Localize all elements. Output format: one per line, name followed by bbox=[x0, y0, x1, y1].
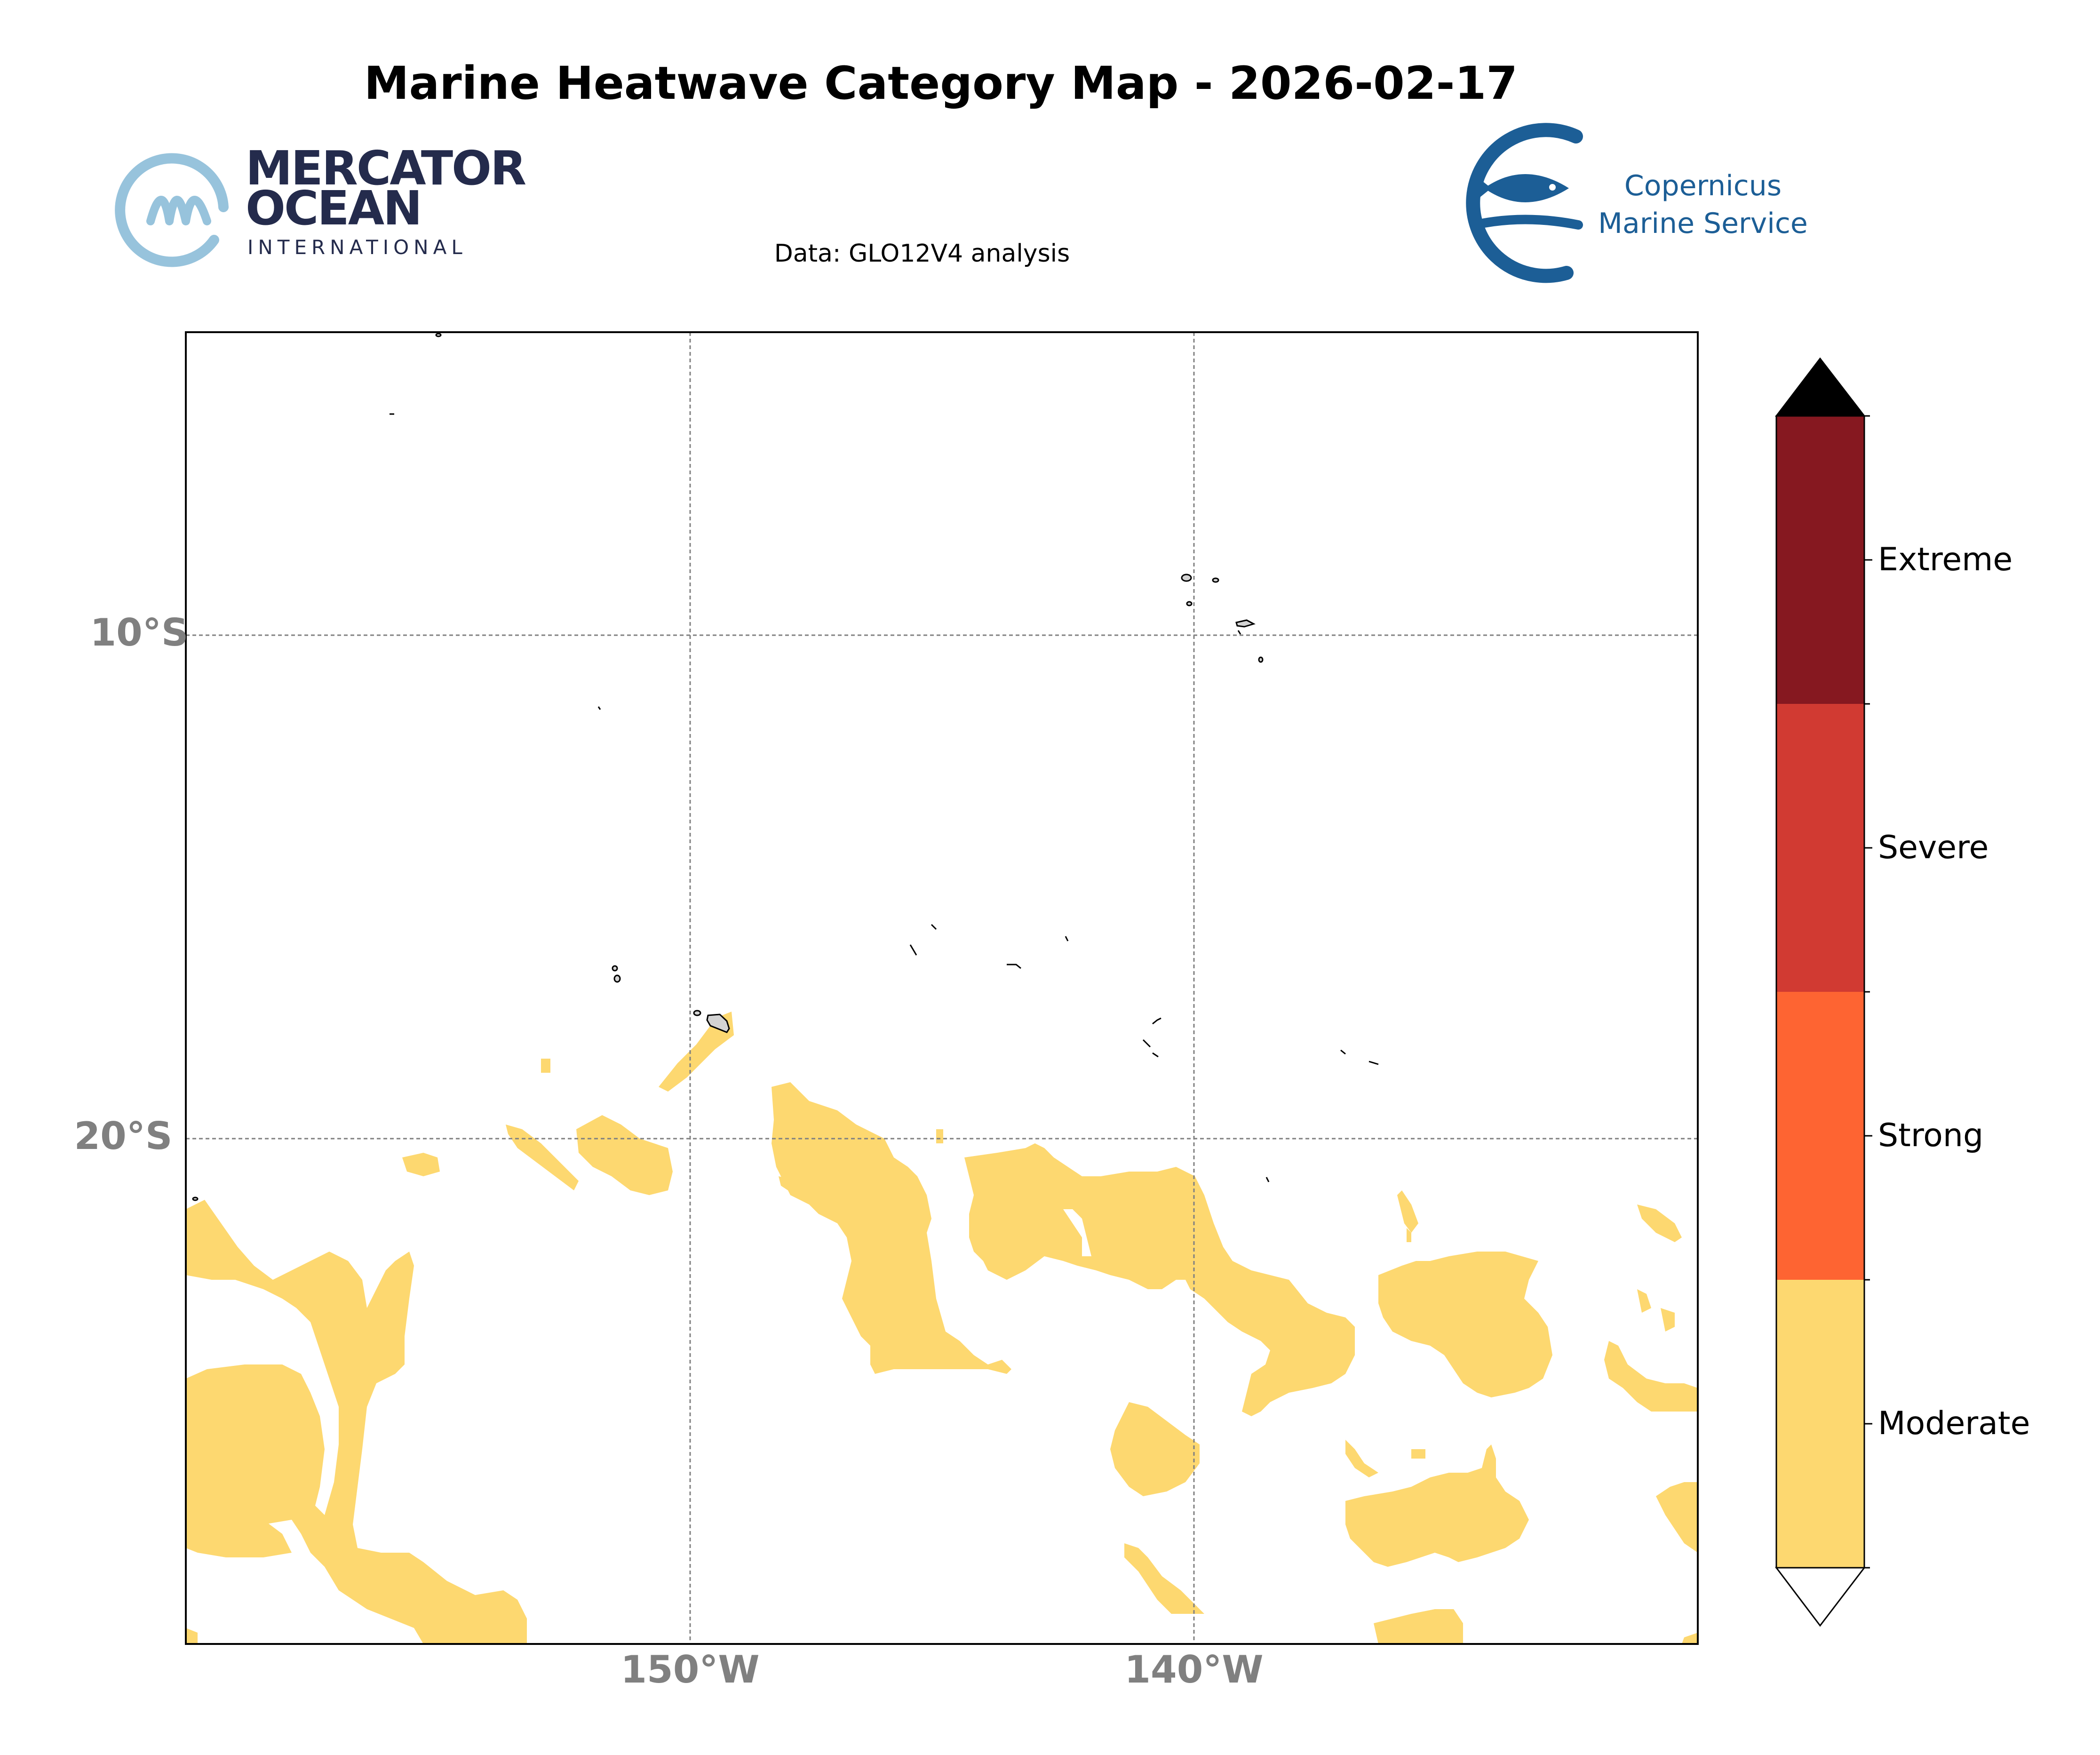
heatwave-patch bbox=[1378, 1252, 1552, 1397]
colorbar-label-strong: Strong bbox=[1878, 1117, 1983, 1154]
colorbar-moderate bbox=[1776, 1280, 1864, 1568]
copernicus-line1: Copernicus bbox=[1624, 169, 1782, 202]
mercator-line3: INTERNATIONAL bbox=[247, 236, 467, 259]
heatwave-patch bbox=[964, 1143, 1355, 1416]
island bbox=[1152, 1052, 1159, 1058]
figure-title: Marine Heatwave Category Map - 2026-02-1… bbox=[364, 57, 1518, 110]
lat-label-20s: 20°S bbox=[74, 1114, 173, 1158]
heatwave-patch bbox=[1345, 1440, 1378, 1477]
island bbox=[1258, 656, 1264, 663]
heatwave-patch bbox=[1397, 1190, 1418, 1233]
island bbox=[1212, 577, 1219, 583]
lon-label-140w: 140°W bbox=[1124, 1648, 1263, 1691]
heatwave-patch bbox=[1110, 1402, 1200, 1496]
colorbar-ticks bbox=[1864, 415, 1872, 1569]
island bbox=[693, 1010, 701, 1016]
heatwave-patch bbox=[772, 1082, 1011, 1374]
map-background bbox=[186, 332, 1698, 1644]
colorbar-extreme bbox=[1776, 416, 1864, 704]
island bbox=[597, 706, 601, 710]
heatwave-patch bbox=[1637, 1205, 1682, 1242]
heatwave-patch bbox=[506, 1125, 579, 1190]
island bbox=[612, 965, 618, 972]
heatwave-patch bbox=[1374, 1609, 1463, 1644]
heatwave-patch bbox=[659, 1012, 734, 1092]
island bbox=[1235, 619, 1256, 628]
island bbox=[1237, 630, 1241, 635]
colorbar-label-severe: Severe bbox=[1878, 829, 1989, 866]
map-panel bbox=[185, 331, 1699, 1645]
figure-subtitle: Data: GLO12V4 analysis bbox=[774, 239, 1070, 268]
heatwave-patch bbox=[1637, 1289, 1651, 1313]
heatwave-patch bbox=[1656, 1482, 1698, 1553]
island bbox=[1065, 936, 1069, 941]
island bbox=[931, 924, 937, 930]
colorbar-over-arrow bbox=[1774, 357, 1866, 417]
colorbar-under-arrow bbox=[1774, 1567, 1866, 1627]
island bbox=[1142, 1039, 1151, 1048]
copernicus-fish-icon bbox=[1466, 123, 1583, 283]
heatwave-patch bbox=[186, 1477, 292, 1557]
colorbar-strong bbox=[1776, 992, 1864, 1280]
heatwave-patch bbox=[936, 1129, 943, 1143]
heatwave-patch bbox=[1411, 1449, 1425, 1459]
heatwave-patch bbox=[186, 1200, 527, 1644]
colorbar-severe bbox=[1776, 704, 1864, 992]
mercator-m-icon bbox=[115, 153, 229, 267]
coastlines bbox=[192, 333, 1379, 1201]
map-frame bbox=[185, 331, 1699, 1645]
lon-label-150w: 150°W bbox=[620, 1648, 759, 1691]
colorbar-label-moderate: Moderate bbox=[1878, 1405, 2030, 1442]
colorbar: Extreme Severe Strong Moderate bbox=[1774, 357, 2030, 1627]
heatwave-patch bbox=[186, 1628, 198, 1644]
heatwave-moderate-areas bbox=[186, 1012, 1698, 1644]
copernicus-line2: Marine Service bbox=[1598, 207, 1808, 240]
island bbox=[1340, 1049, 1346, 1055]
map-axis-labels: 10°S 20°S 150°W 140°W bbox=[74, 611, 1264, 1691]
heatwave-patch bbox=[1682, 1633, 1698, 1644]
heatwave-patch bbox=[576, 1115, 673, 1195]
mercator-ocean-logo: MERCATOR OCEAN INTERNATIONAL bbox=[115, 141, 527, 267]
island bbox=[1181, 574, 1192, 582]
heatwave-patch bbox=[1345, 1444, 1529, 1567]
island bbox=[192, 1197, 199, 1201]
island bbox=[435, 333, 442, 337]
heatwave-patch bbox=[1407, 1228, 1411, 1242]
heatwave-patch bbox=[541, 1059, 550, 1073]
island bbox=[1265, 1177, 1270, 1182]
island bbox=[909, 944, 917, 956]
heatwave-patch bbox=[1604, 1341, 1698, 1412]
island bbox=[1007, 964, 1021, 969]
mercator-line1: MERCATOR bbox=[246, 141, 525, 196]
mercator-line2: OCEAN bbox=[246, 181, 421, 236]
island bbox=[1186, 601, 1193, 606]
map-gridlines bbox=[186, 332, 1698, 1644]
heatwave-patch bbox=[779, 1176, 828, 1205]
colorbar-label-extreme: Extreme bbox=[1878, 541, 2012, 578]
lat-label-10s: 10°S bbox=[90, 611, 189, 654]
heatwave-patch bbox=[1661, 1308, 1675, 1332]
island bbox=[613, 974, 621, 983]
island bbox=[1152, 1017, 1161, 1025]
island bbox=[1368, 1061, 1379, 1065]
heatwave-patch bbox=[1124, 1543, 1204, 1614]
copernicus-marine-logo: Copernicus Marine Service bbox=[1466, 123, 1808, 283]
island-tahiti bbox=[706, 1013, 730, 1033]
heatwave-patch bbox=[402, 1153, 440, 1176]
